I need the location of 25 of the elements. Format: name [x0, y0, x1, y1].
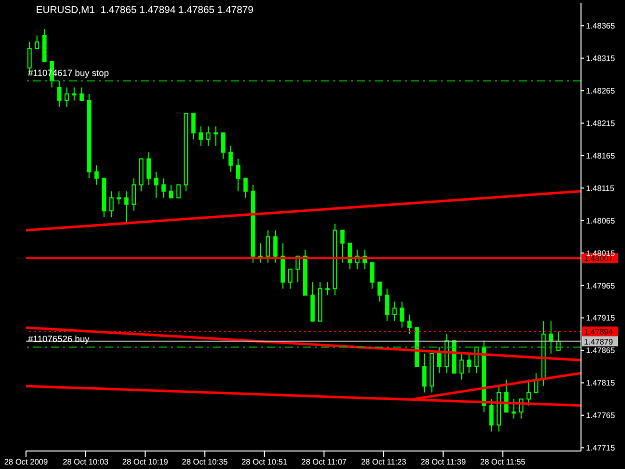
- x-tick-label: 28 Oct 11:55: [480, 458, 526, 467]
- y-tick-label: 1.47765: [586, 411, 616, 420]
- x-tick-label: 28 Oct 10:03: [62, 458, 110, 467]
- y-tick-label: 1.48365: [586, 22, 616, 31]
- y-tick-label: 1.47865: [586, 346, 616, 356]
- ref-line-label: 1.47879: [584, 337, 614, 346]
- x-tick-label: 28 Oct 11:23: [360, 458, 407, 467]
- y-tick-label: 1.47815: [586, 378, 616, 388]
- x-tick-label: 28 Oct 10:19: [122, 458, 169, 467]
- x-tick-label: 28 Oct 11:39: [420, 458, 466, 467]
- y-tick-label: 1.48265: [586, 86, 616, 96]
- chart-title: EURUSD,M1 1.47865 1.47894 1.47865 1.47879: [36, 5, 254, 16]
- x-tick-label: 28 Oct 2009: [4, 458, 48, 467]
- y-tick-label: 1.47715: [586, 444, 616, 453]
- x-tick-label: 28 Oct 11:07: [301, 458, 348, 467]
- x-tick-label: 28 Oct 10:35: [182, 458, 228, 467]
- y-tick-label: 1.48165: [586, 151, 616, 160]
- y-tick-label: 1.47965: [586, 281, 616, 290]
- ref-line-label: 1.47894: [584, 328, 614, 337]
- y-tick-label: 1.48215: [586, 118, 616, 128]
- y-tick-label: 1.48315: [586, 54, 616, 64]
- x-tick-label: 28 Oct 10:51: [241, 458, 288, 467]
- y-tick-label: 1.48065: [586, 216, 616, 226]
- y-tick-label: 1.47915: [586, 314, 616, 323]
- y-tick-label: 1.48115: [586, 184, 615, 193]
